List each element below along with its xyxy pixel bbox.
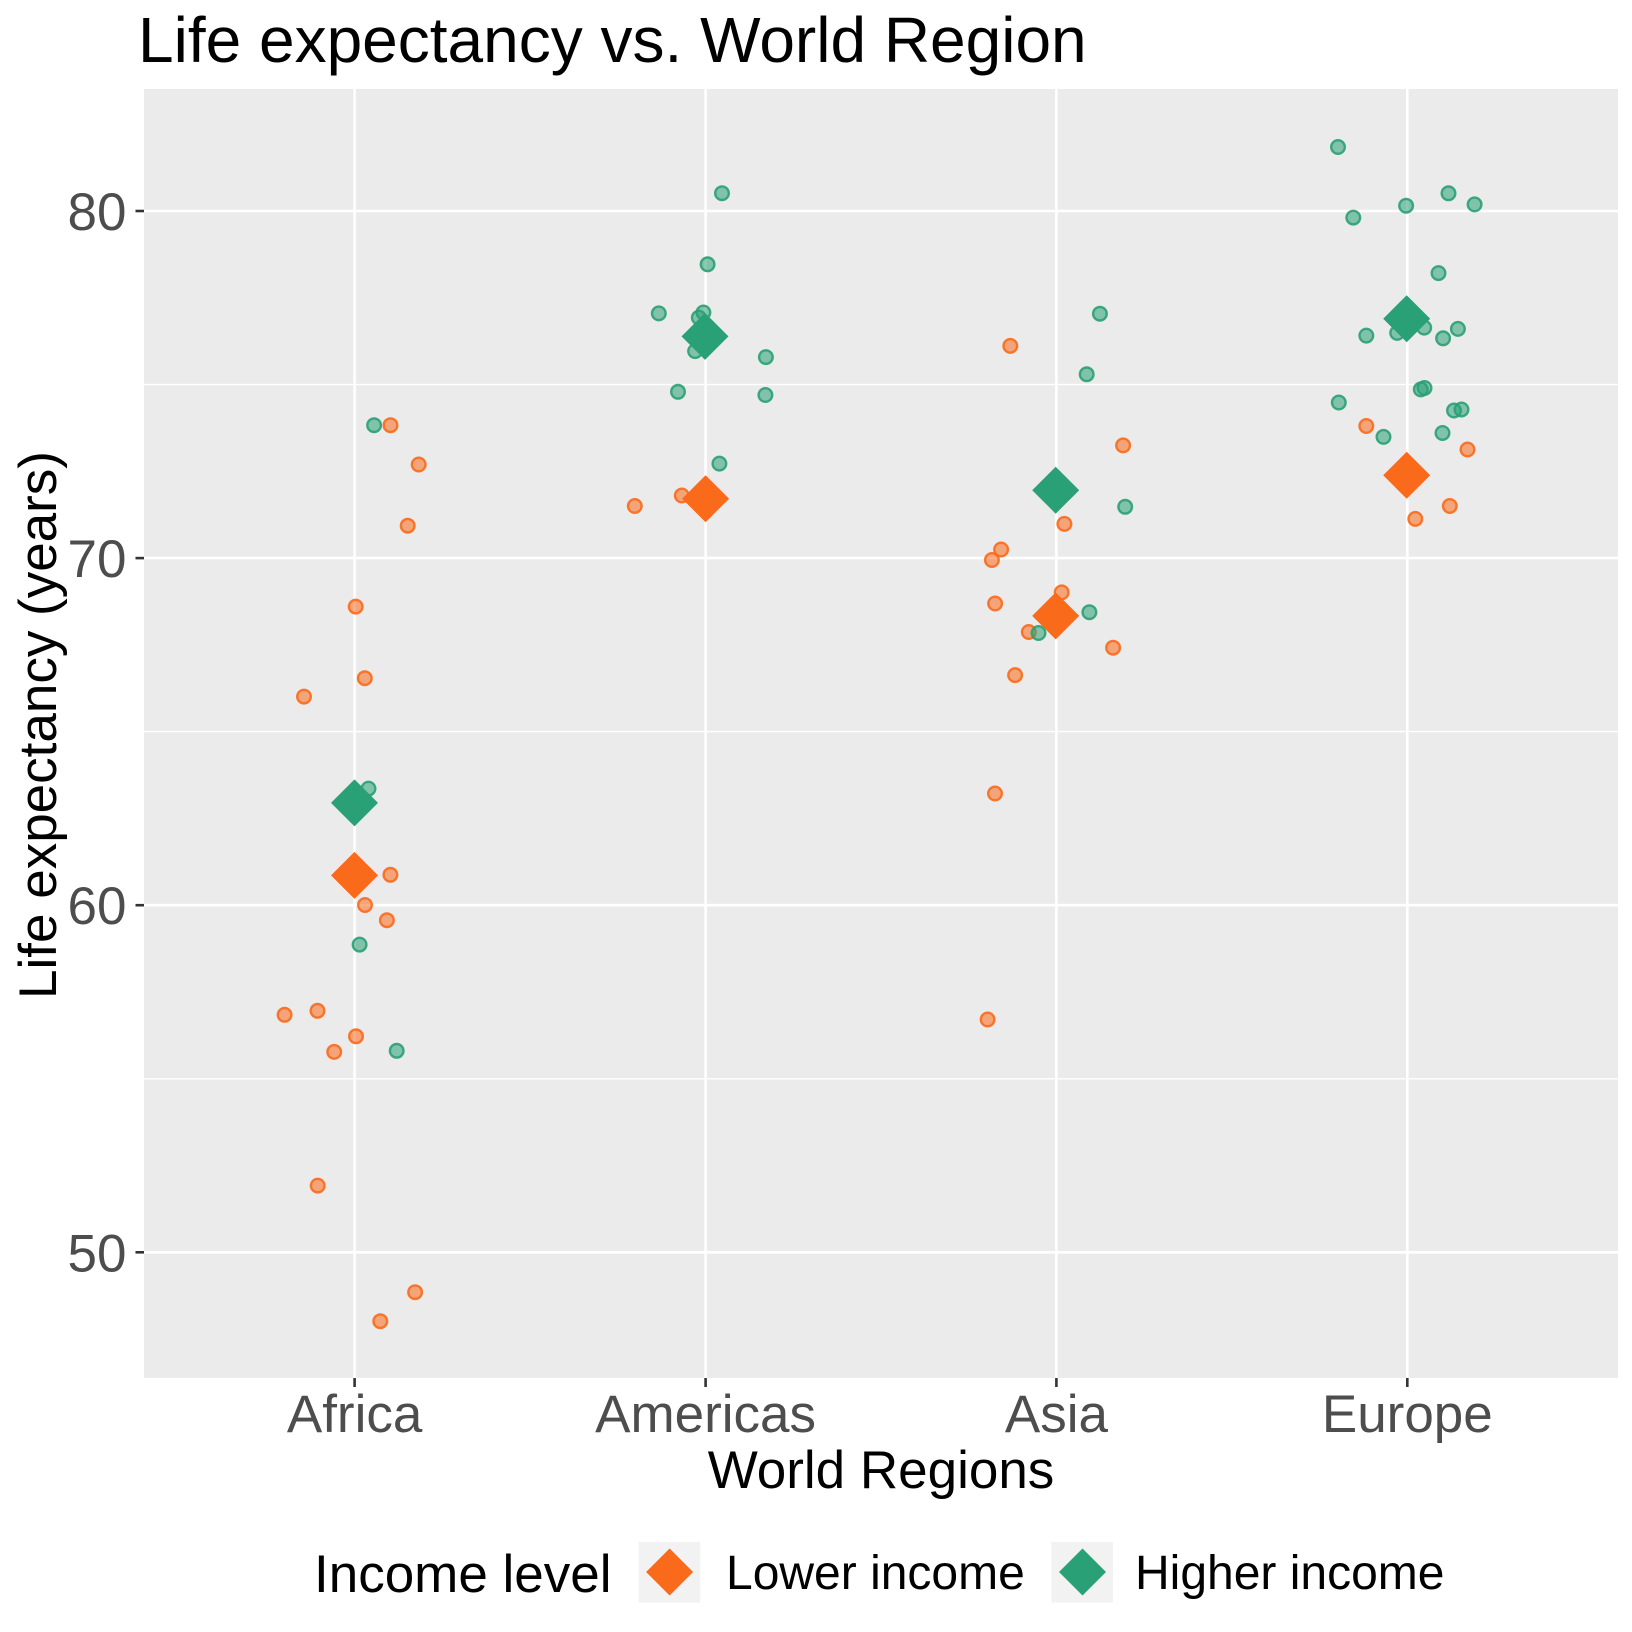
svg-text:Lower income: Lower income [726,1547,1025,1600]
svg-text:Americas: Americas [595,1385,816,1444]
svg-text:Life expectancy (years): Life expectancy (years) [9,451,68,999]
svg-text:Life expectancy vs. World Regi: Life expectancy vs. World Region [138,4,1087,76]
svg-text:70: 70 [68,530,127,589]
svg-text:Africa: Africa [287,1385,423,1444]
svg-text:80: 80 [68,183,127,242]
svg-text:Income level: Income level [314,1545,612,1604]
svg-text:60: 60 [68,877,127,936]
svg-text:Higher income: Higher income [1135,1547,1444,1600]
svg-text:50: 50 [68,1224,127,1283]
svg-text:Europe: Europe [1322,1385,1493,1444]
svg-text:World Regions: World Regions [708,1441,1055,1500]
svg-text:Asia: Asia [1005,1385,1109,1444]
